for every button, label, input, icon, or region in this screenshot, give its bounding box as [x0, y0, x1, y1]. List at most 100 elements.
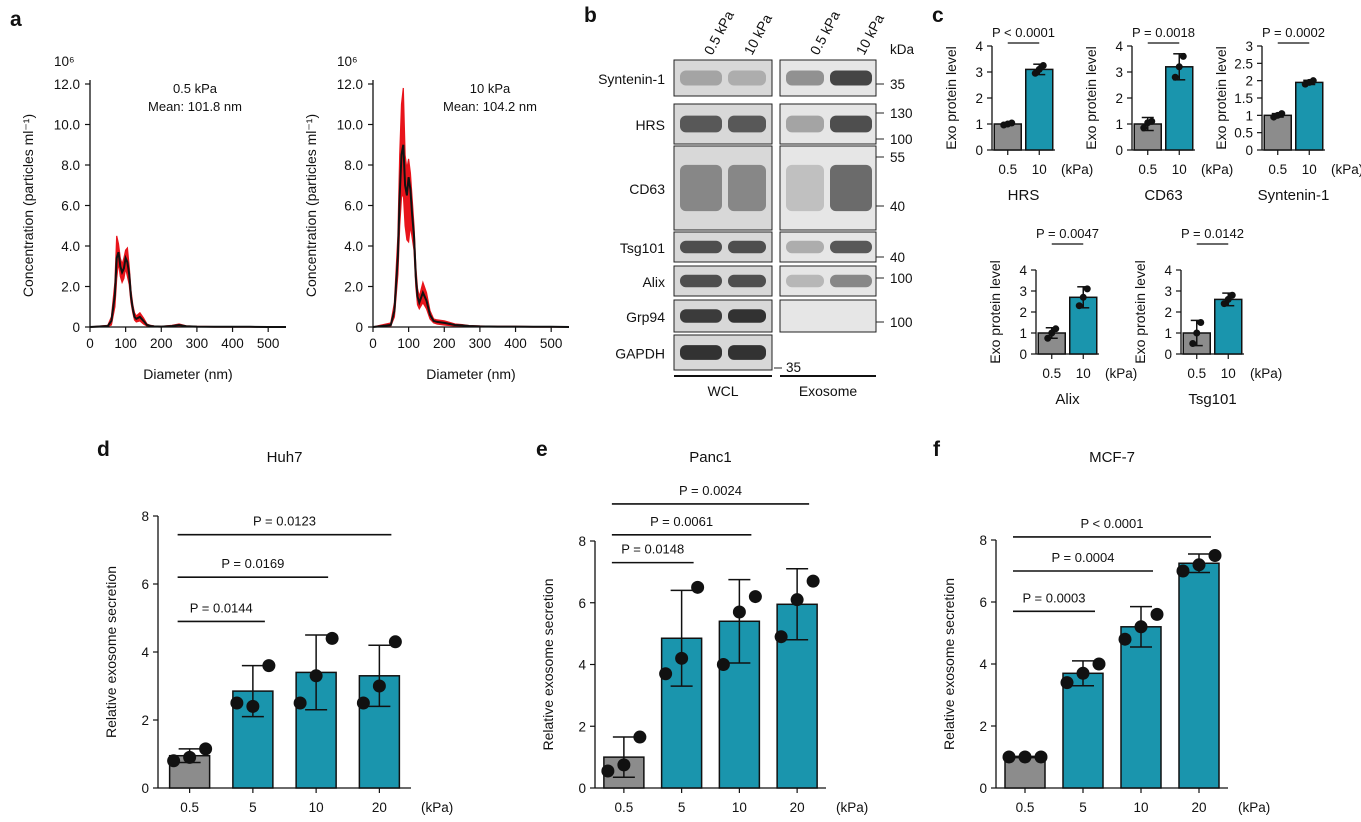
data-point [732, 605, 746, 619]
x-unit-label: (kPa) [1250, 366, 1282, 381]
data-point [1118, 632, 1132, 646]
panel-label-b: b [584, 4, 597, 27]
mean-line [89, 251, 286, 328]
p-value-label: P = 0.0047 [1036, 226, 1099, 241]
y-tick-label: 6 [979, 595, 987, 610]
y-tick-label: 2 [979, 719, 987, 734]
y-tick-label: 10.0 [54, 118, 80, 133]
y-tick-label: 8.0 [61, 158, 80, 173]
x-tick-label: 200 [150, 336, 173, 351]
y-tick-label: 4 [979, 657, 987, 672]
x-tick-label: 5 [249, 800, 257, 815]
y-tick-label: 2 [1245, 74, 1253, 89]
error-band [89, 235, 286, 328]
y-tick-label: 2 [1164, 305, 1172, 320]
y-tick-label: 6.0 [61, 199, 80, 214]
panel-label-c: c [932, 4, 944, 27]
x-tick-label: 20 [1191, 800, 1206, 815]
data-point [1092, 657, 1106, 671]
data-point [388, 635, 402, 649]
data-point [1079, 293, 1087, 301]
y-axis-label: Exo protein level [1083, 46, 1099, 150]
p-value-label: P = 0.0024 [679, 483, 742, 498]
y-tick-label: 3 [1164, 284, 1172, 299]
y-tick-label: 2.0 [344, 280, 363, 295]
y-axis-label: Exo protein level [987, 260, 1003, 364]
lane-label: 0.5 kPa [701, 8, 738, 58]
blot-band [830, 115, 872, 133]
data-point [1044, 334, 1052, 342]
panel-label-e: e [536, 438, 548, 461]
lane-label: 10 kPa [741, 11, 776, 57]
blot-band [680, 274, 722, 288]
y-tick-label: 4 [1019, 263, 1027, 278]
data-point [716, 658, 730, 671]
y-axis-label: Relative exosome secretion [103, 566, 119, 738]
chart-f-mcf7: 0 2 4 6 8 0.5 5 10 20 (kPa) Relative exosome secre… [941, 449, 1270, 815]
data-point [1052, 325, 1060, 333]
data-point [1278, 110, 1286, 118]
bar [1263, 114, 1292, 151]
x-tick-label: 400 [504, 336, 527, 351]
panel-label-d: d [97, 438, 110, 461]
x-tick-label: 0.5 [180, 800, 199, 815]
y-tick-label: 1.5 [1234, 91, 1253, 106]
blot-band [728, 240, 766, 254]
data-point [601, 764, 615, 778]
data-point [1140, 124, 1148, 132]
data-point [1193, 329, 1201, 337]
y-tick-label: 2.5 [1234, 56, 1253, 71]
x-tick-label: 0 [369, 336, 377, 351]
data-point [356, 696, 370, 710]
x-axis-label: Diameter (nm) [143, 366, 232, 382]
blot-band [728, 309, 766, 323]
blot-band [830, 274, 872, 288]
y-tick-label: 1 [1115, 117, 1123, 132]
data-point [617, 758, 631, 772]
x-tick-label: 100 [114, 336, 137, 351]
y-tick-label: 0 [1019, 347, 1027, 362]
chart-d-huh7: 0 2 4 6 8 0.5 5 10 20 (kPa) Relative exosome secre… [103, 449, 453, 815]
data-point [1309, 77, 1317, 85]
chart-title: Tsg101 [1188, 391, 1236, 408]
p-value-label: P = 0.0123 [253, 514, 316, 529]
chart-c-cd63: 0 1 2 3 4 0.5 10 (kPa) Exo protein level CD63 P = … [1083, 25, 1233, 204]
x-tick-label: 100 [397, 336, 420, 351]
blot-row-label: Alix [642, 274, 665, 290]
group-label-exosome: Exosome [799, 383, 858, 399]
data-point [293, 696, 307, 710]
blot-band [680, 240, 722, 254]
bar [1025, 68, 1054, 151]
bar [1295, 81, 1324, 151]
y-tick-label: 0 [578, 781, 586, 796]
data-point [691, 580, 705, 594]
p-value-label: P < 0.0001 [1080, 516, 1143, 531]
blot-row-label: CD63 [629, 181, 665, 197]
y-tick-label: 4 [975, 39, 983, 54]
blot-band [786, 240, 824, 254]
x-tick-label: 400 [221, 336, 244, 351]
y-axis-label: Relative exosome secretion [540, 579, 556, 751]
data-point [246, 699, 260, 713]
bar [1069, 296, 1098, 355]
chart-e-panc1: 0 2 4 6 8 0.5 5 10 20 (kPa) Relative exosome secre… [540, 449, 868, 815]
marker-label: 55 [890, 150, 905, 165]
y-axis-label: Concentration (particles ml⁻¹) [303, 114, 319, 297]
x-tick-label: 300 [469, 336, 492, 351]
y-tick-label: 3 [1115, 65, 1123, 80]
y-tick-label: 2.0 [61, 280, 80, 295]
y-tick-label: 1 [1164, 326, 1172, 341]
marker-label: 35 [786, 360, 801, 375]
blot-band [680, 164, 722, 212]
y-axis-label: Exo protein level [943, 46, 959, 150]
p-value-label: P = 0.0018 [1132, 25, 1195, 40]
chart-title: Alix [1055, 391, 1080, 408]
blot-band [786, 70, 824, 86]
blot-band [680, 309, 722, 323]
data-point [1228, 291, 1236, 299]
data-point [183, 750, 197, 764]
blot-band [786, 115, 824, 133]
blot-band [728, 274, 766, 288]
annotation-stiffness: 10 kPa [470, 81, 511, 96]
